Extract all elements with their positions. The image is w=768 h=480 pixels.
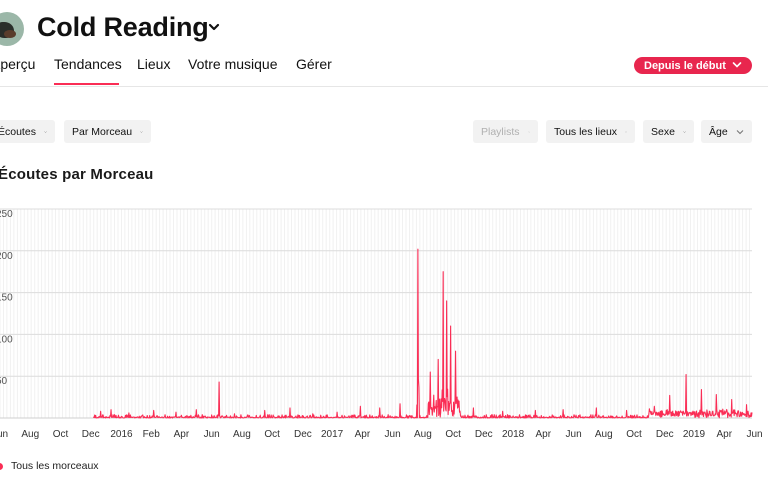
chevron-down-icon[interactable]	[208, 22, 220, 32]
chevron-down-icon	[732, 62, 742, 68]
age-filter-label: Âge	[709, 125, 728, 138]
x-tick-label: Dec	[475, 429, 493, 440]
tab-lieux[interactable]: Lieux	[137, 56, 171, 72]
age-filter[interactable]: Âge	[701, 120, 752, 143]
x-tick-label: 2017	[321, 429, 344, 440]
tab-gerer[interactable]: Gérer	[296, 56, 332, 72]
app-header: Cold Reading	[0, 0, 768, 60]
x-tick-label: 2016	[110, 429, 133, 440]
chevron-down-icon	[527, 130, 530, 133]
x-tick-label: 2018	[502, 429, 525, 440]
y-tick-label: 150	[0, 293, 13, 304]
places-filter-label: Tous les lieux	[554, 125, 618, 138]
artist-avatar[interactable]	[0, 12, 24, 46]
x-tick-label: Oct	[53, 429, 69, 440]
series-line-tous-les-morceaux	[92, 248, 753, 419]
x-tick-label: Jun	[204, 429, 220, 440]
x-tick-label: Dec	[294, 429, 312, 440]
y-tick-label: 200	[0, 251, 13, 262]
legend-swatch	[0, 462, 3, 470]
artist-title[interactable]: Cold Reading	[37, 12, 209, 42]
date-range-label: Depuis le début	[644, 59, 726, 72]
legend-label: Tous les morceaux	[11, 460, 99, 472]
x-tick-label: Jun	[746, 429, 762, 440]
tab-tendances[interactable]: Tendances	[54, 56, 122, 72]
chevron-down-icon	[625, 131, 627, 133]
group-filter[interactable]: Par Morceau	[64, 120, 151, 143]
x-tick-label: Oct	[445, 429, 461, 440]
playlists-filter-label: Playlists	[481, 125, 520, 138]
chevron-down-icon	[140, 130, 143, 133]
header-divider	[0, 86, 768, 87]
x-tick-label: Jun	[385, 429, 401, 440]
x-tick-label: Apr	[355, 429, 371, 440]
x-tick-label: Dec	[82, 429, 100, 440]
y-tick-label: 250	[0, 209, 13, 220]
sex-filter[interactable]: Sexe	[643, 120, 694, 143]
x-tick-label: Oct	[626, 429, 642, 440]
x-tick-label: Dec	[656, 429, 674, 440]
chevron-down-icon	[683, 130, 686, 133]
x-tick-label: Aug	[21, 429, 39, 440]
x-tick-label: Apr	[536, 429, 552, 440]
active-tab-indicator	[54, 83, 119, 85]
group-filter-label: Par Morceau	[72, 125, 133, 138]
chart-title: Écoutes par Morceau	[0, 166, 154, 183]
x-tick-label: Feb	[143, 429, 161, 440]
x-tick-label: Jun	[566, 429, 582, 440]
metric-filter-label: Écoutes	[0, 125, 36, 138]
y-tick-label: 50	[0, 376, 8, 387]
streams-chart[interactable]: 50 100 150 200 250 Jun Aug Oct Dec 2016 Feb Apr Jun A…	[0, 195, 768, 450]
metric-filter[interactable]: Écoutes	[0, 120, 55, 143]
chevron-down-icon	[44, 130, 47, 133]
date-range-button[interactable]: Depuis le début	[634, 57, 752, 74]
y-tick-label: 100	[0, 334, 13, 345]
x-tick-label: Oct	[264, 429, 280, 440]
playlists-filter: Playlists	[473, 120, 538, 143]
x-tick-label: Apr	[174, 429, 190, 440]
x-tick-label: Jun	[0, 429, 8, 440]
tab-votre-musique[interactable]: Votre musique	[188, 56, 278, 72]
x-tick-label: Aug	[233, 429, 251, 440]
chart-legend: Tous les morceaux	[0, 460, 99, 472]
places-filter[interactable]: Tous les lieux	[546, 120, 635, 143]
x-tick-label: Aug	[595, 429, 613, 440]
x-tick-label: Aug	[414, 429, 432, 440]
chevron-down-icon	[736, 129, 744, 134]
sex-filter-label: Sexe	[651, 125, 675, 138]
x-tick-label: 2019	[683, 429, 706, 440]
tab-apercu[interactable]: Aperçu	[0, 56, 36, 72]
avatar-figure-detail	[4, 30, 16, 38]
x-tick-label: Apr	[717, 429, 733, 440]
